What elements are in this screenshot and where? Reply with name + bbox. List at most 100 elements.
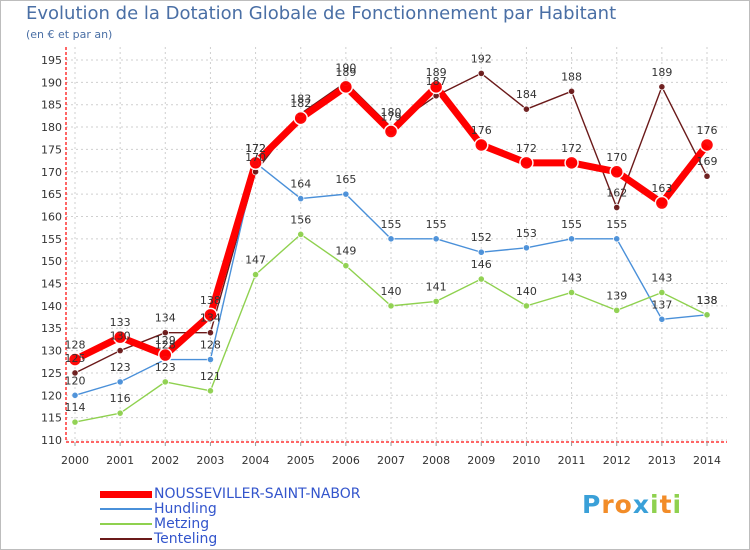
chart-subtitle: (en € et par an)	[26, 28, 113, 41]
x-tick-label: 2010	[512, 454, 540, 467]
data-label: 155	[561, 218, 582, 231]
data-label: 155	[381, 218, 402, 231]
data-label: 147	[245, 254, 266, 267]
data-label: 182	[290, 97, 311, 110]
data-point	[116, 378, 124, 386]
data-point	[613, 235, 621, 243]
x-tick-label: 2011	[558, 454, 586, 467]
data-label: 165	[335, 173, 356, 186]
data-point	[477, 248, 485, 256]
data-label: 192	[471, 52, 492, 65]
data-point	[206, 387, 215, 395]
logo-letter: t	[659, 490, 673, 519]
y-tick-label: 140	[41, 300, 62, 313]
data-point	[522, 244, 531, 252]
data-label: 149	[335, 245, 356, 258]
data-point	[567, 288, 576, 297]
x-tick-label: 2008	[422, 454, 450, 467]
data-point	[703, 172, 711, 180]
data-label: 128	[200, 339, 221, 352]
y-tick-label: 125	[41, 367, 62, 380]
legend-swatch-tenteling	[100, 538, 152, 540]
x-tick-label: 2013	[648, 454, 676, 467]
data-point	[432, 297, 440, 306]
data-point	[564, 155, 579, 171]
y-tick-label: 190	[41, 76, 62, 89]
data-point	[613, 203, 621, 212]
data-label: 138	[697, 294, 718, 307]
data-label: 155	[426, 218, 447, 231]
data-point	[383, 124, 399, 139]
proxiti-logo: Proxiti	[582, 490, 682, 519]
logo-letter: x	[632, 490, 650, 519]
data-label: 152	[471, 231, 492, 244]
data-label: 143	[651, 271, 672, 284]
data-point	[116, 409, 124, 417]
data-label: 141	[426, 280, 447, 293]
data-point	[522, 302, 531, 310]
data-label: 121	[200, 370, 221, 383]
data-point	[297, 194, 305, 203]
data-label: 163	[651, 182, 672, 195]
x-tick-label: 2006	[332, 454, 360, 467]
data-point	[658, 288, 666, 297]
data-label: 162	[606, 187, 627, 200]
data-point	[432, 235, 440, 243]
legend-swatch-nousseviller	[100, 491, 152, 498]
data-label: 184	[516, 88, 537, 101]
data-point	[297, 230, 305, 238]
data-label: 140	[516, 285, 537, 298]
legend-label: Metzing	[154, 516, 210, 532]
x-tick-label: 2007	[377, 454, 405, 467]
data-label: 188	[561, 70, 582, 83]
y-tick-label: 180	[41, 121, 62, 134]
data-point	[703, 311, 711, 319]
data-label: 187	[426, 75, 447, 88]
x-tick-label: 2001	[106, 454, 134, 467]
data-label: 129	[155, 334, 176, 347]
data-label: 189	[426, 66, 447, 79]
data-point	[342, 262, 350, 270]
data-label: 116	[110, 392, 131, 405]
data-label: 169	[697, 155, 718, 168]
data-label: 138	[200, 294, 221, 307]
data-point	[342, 190, 350, 198]
data-label: 172	[561, 142, 582, 155]
data-label: 153	[516, 227, 537, 240]
logo-letter: P	[582, 490, 602, 519]
data-point	[477, 69, 485, 78]
data-label: 123	[110, 361, 131, 374]
x-tick-label: 2009	[467, 454, 495, 467]
data-label: 143	[561, 271, 582, 284]
data-label: 123	[155, 361, 176, 374]
data-label: 164	[290, 178, 311, 191]
data-label: 172	[245, 142, 266, 155]
chart-title: Evolution de la Dotation Globale de Fonc…	[26, 3, 617, 24]
data-label: 172	[516, 142, 537, 155]
data-point	[203, 307, 218, 323]
data-point	[699, 137, 715, 153]
data-label: 155	[606, 218, 627, 231]
data-point	[609, 164, 624, 180]
data-point	[116, 346, 124, 355]
x-tick-label: 2005	[287, 454, 315, 467]
data-point	[338, 79, 354, 95]
data-label: 189	[335, 66, 356, 79]
data-point	[387, 302, 395, 310]
data-label: 138	[697, 294, 718, 307]
data-label: 189	[651, 66, 672, 79]
x-tick-label: 2012	[603, 454, 631, 467]
data-point	[161, 329, 169, 337]
data-label: 133	[110, 316, 131, 329]
data-label: 134	[200, 312, 221, 325]
y-tick-label: 160	[41, 210, 62, 223]
y-tick-label: 145	[41, 278, 62, 291]
data-point	[522, 105, 531, 113]
data-label: 114	[65, 401, 86, 414]
data-label: 170	[606, 151, 627, 164]
y-tick-label: 165	[41, 188, 62, 201]
data-label: 172	[245, 142, 266, 155]
y-tick-label: 110	[41, 434, 62, 447]
y-tick-label: 170	[41, 166, 62, 179]
